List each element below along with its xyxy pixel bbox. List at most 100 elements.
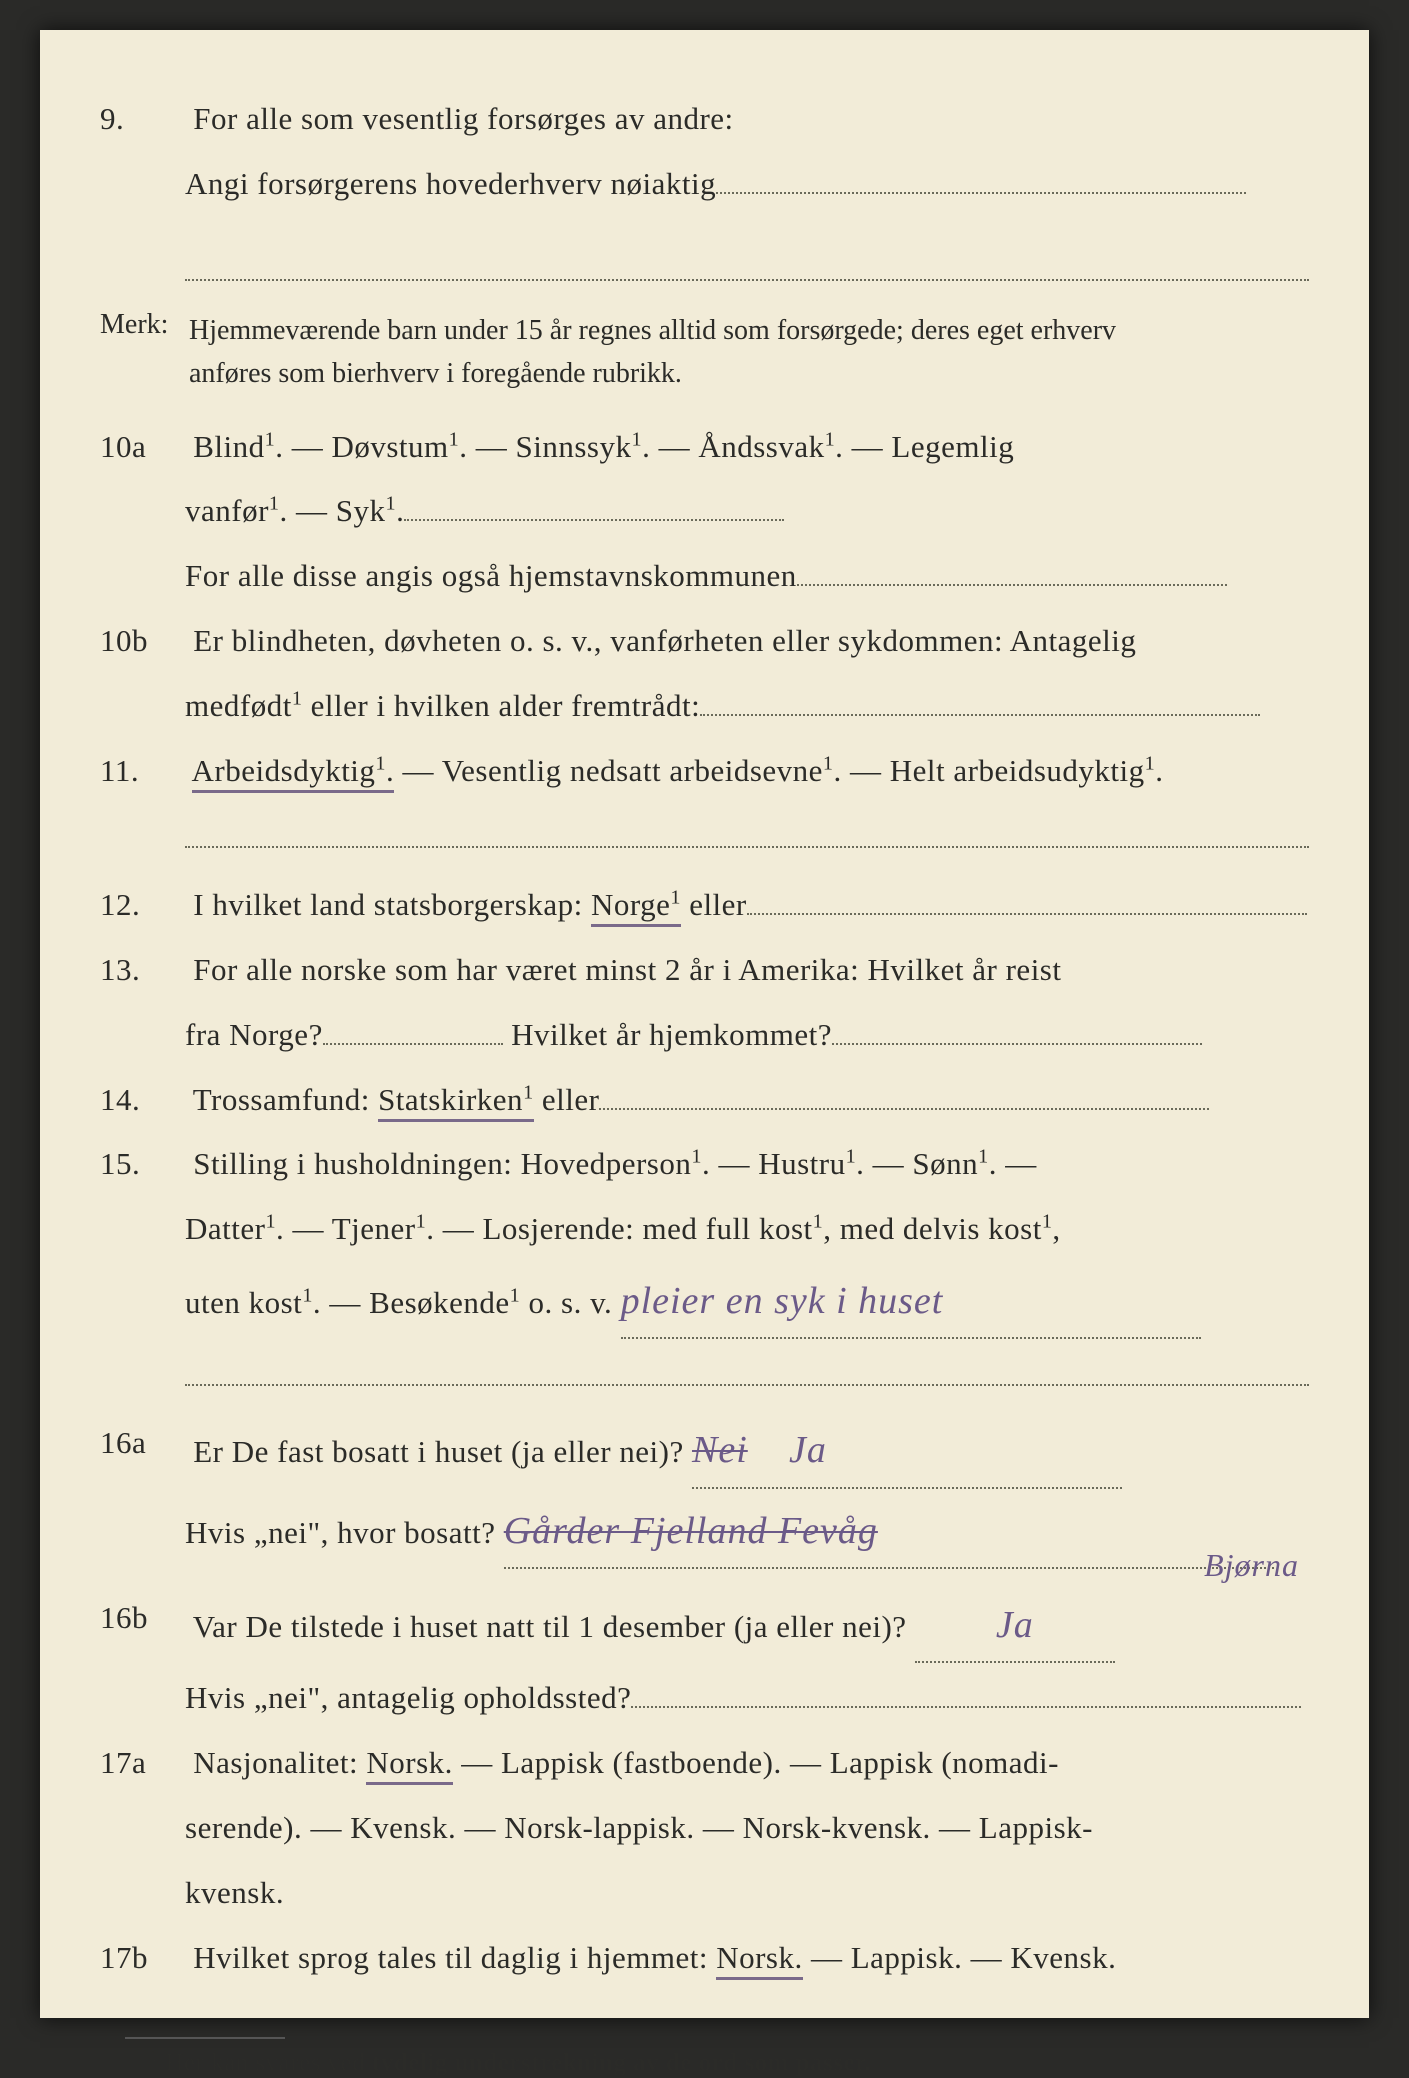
q16a-line2: Hvis „nei", hvor bosatt? Gårder Fjelland…: [185, 1495, 1309, 1569]
q17b-num: 17b: [100, 1929, 185, 1988]
q16b-line2: Hvis „nei", antagelig opholdssted?: [185, 1669, 1309, 1728]
q12-norge: Norge1: [591, 887, 681, 927]
q16b-b: Hvis „nei", antagelig opholdssted?: [185, 1680, 631, 1715]
q9-rule: [185, 279, 1309, 281]
t-syk: Syk: [336, 493, 386, 528]
q15-2d: , med delvis kost: [823, 1211, 1042, 1246]
q15-fill: pleier en syk i huset: [621, 1265, 1201, 1339]
q10b-t1: Er blindheten, døvheten o. s. v., vanfør…: [193, 623, 1136, 658]
q11-rule: [185, 846, 1309, 848]
q10a-line1: 10a Blind1. — Døvstum1. — Sinnssyk1. — Å…: [100, 418, 1309, 477]
q11-line: 11. Arbeidsdyktig1. — Vesentlig nedsatt …: [100, 742, 1309, 801]
q10a-line2: vanfør1. — Syk1.: [185, 482, 1309, 541]
q13-num: 13.: [100, 941, 185, 1000]
q9-num: 9.: [100, 90, 185, 149]
fn-sup: 1: [150, 2047, 159, 2065]
q15-line2: Datter1. — Tjener1. — Losjerende: med fu…: [185, 1200, 1309, 1259]
q14-s: Statskirken: [378, 1082, 523, 1117]
q16a-b: Hvis „nei", hvor bosatt?: [185, 1515, 495, 1550]
q11-under: Arbeidsdyktig1.: [192, 753, 395, 793]
t-dov: Døvstum: [331, 429, 448, 464]
q17a-r1: — Lappisk (fastboende). — Lappisk (nomad…: [453, 1745, 1059, 1780]
q15-3b: — Besøkende: [321, 1285, 510, 1320]
q16b-line1: 16b Var De tilstede i huset natt til 1 d…: [100, 1589, 1309, 1663]
d3: —: [650, 429, 698, 464]
d1: —: [283, 429, 331, 464]
footnote-rule: [125, 2037, 285, 2039]
q12-line: 12. I hvilket land statsborgerskap: Norg…: [100, 876, 1309, 935]
q14-a: Trossamfund:: [193, 1082, 378, 1117]
q17a-r3: kvensk.: [185, 1875, 284, 1910]
q12-e: eller: [681, 887, 747, 922]
t-blind: Blind: [193, 429, 264, 464]
q16b-a: Var De tilstede i huset natt til 1 desem…: [193, 1609, 907, 1644]
q16a-a: Er De fast bosatt i huset (ja eller nei)…: [193, 1434, 683, 1469]
q10b-t2a: medfødt: [185, 688, 292, 723]
q17a-line1: 17a Nasjonalitet: Norsk. — Lappisk (fast…: [100, 1734, 1309, 1793]
q16a-nei: Nei: [692, 1429, 748, 1471]
q17b-a: Hvilket sprog tales til daglig i hjemmet…: [193, 1940, 716, 1975]
merk-label: Merk:: [100, 309, 185, 341]
q9-text2: Angi forsørgerens hovederhverv nøiaktig: [185, 166, 716, 201]
q9-line1: 9. For alle som vesentlig forsørges av a…: [100, 90, 1309, 149]
q9-line2: Angi forsørgerens hovederhverv nøiaktig: [185, 155, 1309, 214]
q16b-num: 16b: [100, 1589, 185, 1648]
q15-line3: uten kost1. — Besøkende1 o. s. v. pleier…: [185, 1265, 1309, 1339]
q10b-line1: 10b Er blindheten, døvheten o. s. v., va…: [100, 612, 1309, 671]
q11-a: Arbeidsdyktig: [192, 753, 376, 788]
q16b-fill1: Ja: [915, 1589, 1115, 1663]
q16a-h3: Bjørna: [1204, 1535, 1299, 1596]
q14-fill: [599, 1108, 1209, 1110]
q13-line1: 13. For alle norske som har været minst …: [100, 941, 1309, 1000]
q10a-num: 10a: [100, 418, 185, 477]
merk-block: Merk: Hjemmeværende barn under 15 år reg…: [100, 309, 1309, 396]
q11-c: Helt arbeidsudyktig: [890, 753, 1145, 788]
q13-b1: fra Norge?: [185, 1017, 323, 1052]
q11-d2: —: [842, 753, 890, 788]
q12-fill: [747, 913, 1307, 915]
q15-3c: o. s. v.: [520, 1285, 612, 1320]
q10b-t2b: eller i hvilken alder fremtrådt:: [302, 688, 700, 723]
q17b-norsk: Norsk.: [716, 1940, 803, 1980]
fn-bold: tydelig understrekning av de ord som pas…: [372, 2050, 871, 2077]
q17a-norsk: Norsk.: [366, 1745, 453, 1785]
q17a-line3: kvensk.: [185, 1864, 1309, 1923]
q16a-num: 16a: [100, 1414, 185, 1473]
q17a-num: 17a: [100, 1734, 185, 1793]
q15-3a: uten kost: [185, 1285, 302, 1320]
q10a-line3: For alle disse angis også hjemstavnskomm…: [185, 547, 1309, 606]
q12-a: I hvilket land statsborgerskap:: [193, 887, 591, 922]
q15-hand: pleier en syk i huset: [621, 1280, 944, 1322]
merk-b2: anføres som bierhverv i foregående rubri…: [189, 358, 682, 389]
q16a-ja: Ja: [789, 1429, 827, 1471]
q16a-fill1: Nei Ja: [692, 1414, 1122, 1488]
q14-stat: Statskirken1: [378, 1082, 534, 1122]
q16a-line1: 16a Er De fast bosatt i huset (ja eller …: [100, 1414, 1309, 1488]
merk-body: Hjemmeværende barn under 15 år regnes al…: [189, 309, 1289, 396]
q16a-fill2: Gårder Fjelland Fevåg: [504, 1495, 1274, 1569]
q17a-r2: serende). — Kvensk. — Norsk-lappisk. — N…: [185, 1810, 1093, 1845]
q16b-fill2: [631, 1706, 1301, 1708]
q13-f1: [323, 1043, 503, 1045]
q10a-fill: [404, 519, 784, 521]
q17b-line: 17b Hvilket sprog tales til daglig i hje…: [100, 1929, 1309, 1988]
q13-b2: Hvilket år hjemkommet?: [511, 1017, 832, 1052]
d4: —: [843, 429, 891, 464]
q13-a: For alle norske som har været minst 2 år…: [193, 952, 1061, 987]
q15-num: 15.: [100, 1135, 185, 1194]
q10b-num: 10b: [100, 612, 185, 671]
t-aand: Åndssvak: [698, 429, 824, 464]
q10a-fill3: [797, 584, 1227, 586]
q15-2a: Datter: [185, 1211, 265, 1246]
q13-line2: fra Norge? Hvilket år hjemkommet?: [185, 1006, 1309, 1065]
d2: —: [468, 429, 516, 464]
q15-line1: 15. Stilling i husholdningen: Hovedperso…: [100, 1135, 1309, 1194]
q15-1a: Stilling i husholdningen: Hovedperson: [193, 1146, 691, 1181]
q17a-line2: serende). — Kvensk. — Norsk-lappisk. — N…: [185, 1799, 1309, 1858]
q12-n: Norge: [591, 887, 670, 922]
q11-b: Vesentlig nedsatt arbeidsevne: [442, 753, 823, 788]
q17b-r: — Lappisk. — Kvensk.: [803, 1940, 1117, 1975]
q16a-h2: Gårder Fjelland Fevåg: [504, 1510, 878, 1552]
q17a-a: Nasjonalitet:: [193, 1745, 366, 1780]
t-sinn: Sinnssyk: [516, 429, 632, 464]
